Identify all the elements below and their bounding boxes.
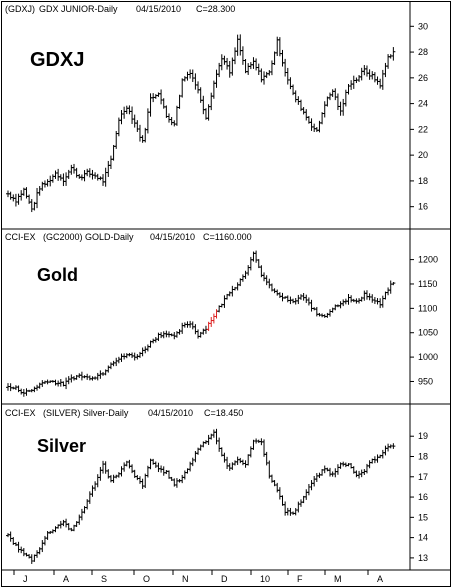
gold-y-tick-label: 1150 <box>418 279 437 289</box>
chart-marks: 16 18 20 22 24 26 28 30 950 1000 1050 1100 1150 1200 1… <box>6 21 438 584</box>
date-axis-label: M <box>334 574 342 584</box>
gdxj-y-tick-label: 26 <box>418 73 428 83</box>
date-axis-label: O <box>143 574 150 584</box>
date-axis-label: A <box>377 574 383 584</box>
gold-close: C=1160.000 <box>203 232 252 242</box>
gold-y-tick-label: 1100 <box>418 303 437 313</box>
silver-symbol: CCI-EX <box>5 408 36 418</box>
silver-y-tick-label: 16 <box>418 492 428 502</box>
gold-y-tick-label: 950 <box>418 376 433 386</box>
silver-y-tick-label: 19 <box>418 431 428 441</box>
gdxj-y-tick-label: 22 <box>418 124 428 134</box>
gdxj-name: GDX JUNIOR-Daily <box>39 4 118 14</box>
date-axis-label: D <box>221 574 228 584</box>
silver-y-tick-label: 15 <box>418 512 428 522</box>
gold-date: 04/15/2010 <box>150 232 195 242</box>
silver-close: C=18.450 <box>204 408 243 418</box>
gdxj-y-tick-label: 18 <box>418 176 428 186</box>
gdxj-y-tick-label: 30 <box>418 21 428 31</box>
silver-y-tick-label: 18 <box>418 452 428 462</box>
gdxj-y-tick-label: 28 <box>418 47 428 57</box>
gdxj-y-tick-label: 24 <box>418 99 428 109</box>
silver-big-label: Silver <box>37 436 86 456</box>
silver-y-tick-label: 13 <box>418 553 428 563</box>
date-axis-label: J <box>23 574 28 584</box>
gold-big-label: Gold <box>37 265 78 285</box>
date-axis-label: N <box>182 574 189 584</box>
date-axis-label: A <box>63 574 69 584</box>
gdxj-date: 04/15/2010 <box>136 4 181 14</box>
date-axis-label: S <box>101 574 107 584</box>
date-axis-label: 10 <box>260 574 270 584</box>
silver-name: (SILVER) Silver-Daily <box>43 408 129 418</box>
gdxj-close: C=28.300 <box>196 4 235 14</box>
gdxj-y-tick-label: 20 <box>418 150 428 160</box>
gold-y-tick-label: 1200 <box>418 255 438 265</box>
gdxj-symbol: (GDXJ) <box>5 4 35 14</box>
gold-name: (GC2000) GOLD-Daily <box>43 232 134 242</box>
date-axis-label: F <box>297 574 303 584</box>
silver-y-tick-label: 17 <box>418 472 428 482</box>
gdxj-big-label: GDXJ <box>30 49 84 71</box>
gold-y-tick-label: 1050 <box>418 328 438 338</box>
silver-date: 04/15/2010 <box>148 408 193 418</box>
gold-symbol: CCI-EX <box>5 232 36 242</box>
gdxj-y-tick-label: 16 <box>418 202 428 212</box>
silver-y-tick-label: 14 <box>418 533 428 543</box>
gold-y-tick-label: 1000 <box>418 352 438 362</box>
